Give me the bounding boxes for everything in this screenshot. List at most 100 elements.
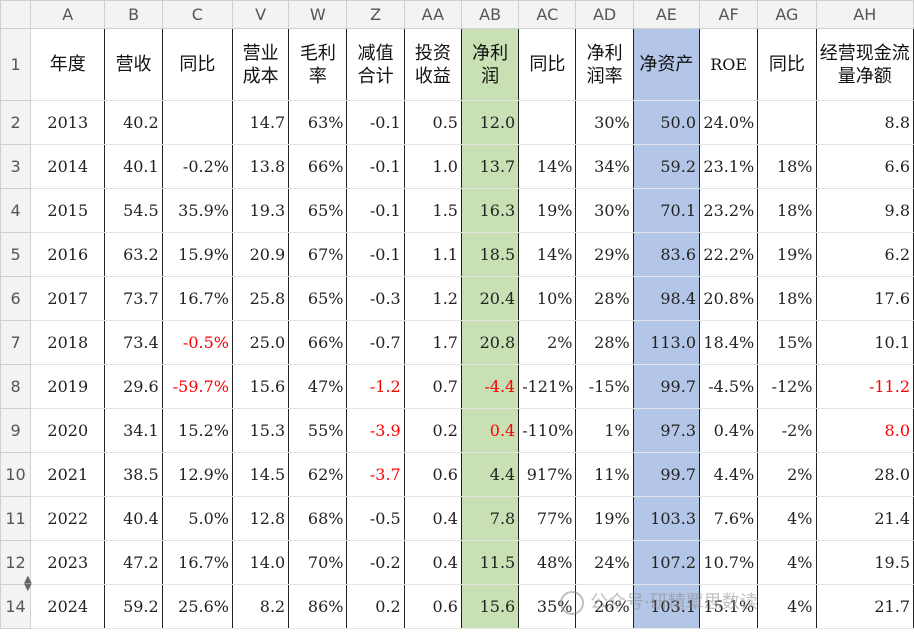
data-cell[interactable]: 1.2 bbox=[403, 276, 462, 321]
data-cell[interactable]: 1.5 bbox=[403, 188, 462, 233]
data-cell[interactable]: 70% bbox=[288, 540, 348, 585]
data-cell[interactable]: 73.7 bbox=[104, 276, 163, 321]
header-cell[interactable]: 营收 bbox=[104, 28, 163, 101]
data-cell[interactable]: 19% bbox=[757, 232, 817, 277]
data-cell[interactable]: 86% bbox=[288, 584, 348, 629]
data-cell[interactable]: 917% bbox=[518, 452, 577, 497]
data-cell[interactable]: 16.7% bbox=[161, 540, 233, 585]
data-cell[interactable]: 66% bbox=[288, 320, 348, 365]
data-cell[interactable]: 25.8 bbox=[231, 276, 290, 321]
data-cell[interactable]: 23.1% bbox=[698, 144, 759, 189]
data-cell[interactable]: 5.0% bbox=[161, 496, 233, 541]
data-cell[interactable]: 20.4 bbox=[460, 276, 520, 321]
data-cell[interactable]: 16.7% bbox=[161, 276, 233, 321]
data-cell[interactable]: 20.8% bbox=[698, 276, 759, 321]
data-cell[interactable]: 0.2 bbox=[346, 584, 405, 629]
header-cell[interactable]: 经营现金流量净额 bbox=[815, 28, 914, 101]
data-cell[interactable]: 12.0 bbox=[460, 100, 520, 145]
row-number[interactable]: 9 bbox=[0, 408, 32, 453]
data-cell[interactable]: -0.1 bbox=[346, 232, 405, 277]
data-cell[interactable]: 1.7 bbox=[403, 320, 462, 365]
data-cell[interactable]: 2021 bbox=[30, 452, 106, 497]
data-cell[interactable]: 18% bbox=[757, 144, 817, 189]
data-cell[interactable]: 59.2 bbox=[632, 144, 701, 189]
data-cell[interactable]: 67% bbox=[288, 232, 348, 277]
header-cell[interactable]: 净资产 bbox=[632, 28, 701, 101]
data-cell[interactable]: 55% bbox=[288, 408, 348, 453]
data-cell[interactable]: 0.4 bbox=[403, 496, 462, 541]
data-cell[interactable]: -0.7 bbox=[346, 320, 405, 365]
data-cell[interactable]: 113.0 bbox=[632, 320, 701, 365]
data-cell[interactable]: 1% bbox=[575, 408, 634, 453]
header-cell[interactable]: 减值合计 bbox=[346, 28, 405, 101]
data-cell[interactable]: -121% bbox=[518, 364, 577, 409]
data-cell[interactable]: 8.8 bbox=[815, 100, 914, 145]
data-cell[interactable]: 2023 bbox=[30, 540, 106, 585]
data-cell[interactable]: 2024 bbox=[30, 584, 106, 629]
header-cell[interactable]: 净利润率 bbox=[575, 28, 634, 101]
select-all-corner[interactable] bbox=[0, 0, 32, 29]
data-cell[interactable]: 99.7 bbox=[632, 364, 701, 409]
data-cell[interactable]: 47% bbox=[288, 364, 348, 409]
data-cell[interactable]: 15.3 bbox=[231, 408, 290, 453]
header-cell[interactable]: 营业成本 bbox=[231, 28, 290, 101]
data-cell[interactable]: 48% bbox=[518, 540, 577, 585]
header-cell[interactable]: 年度 bbox=[30, 28, 106, 101]
row-number[interactable]: 6 bbox=[0, 276, 32, 321]
data-cell[interactable]: 12.8 bbox=[231, 496, 290, 541]
data-cell[interactable]: -0.1 bbox=[346, 188, 405, 233]
column-header-ad[interactable]: AD bbox=[575, 0, 634, 29]
data-cell[interactable]: -2% bbox=[757, 408, 817, 453]
data-cell[interactable]: 15.2% bbox=[161, 408, 233, 453]
header-cell[interactable]: ROE bbox=[698, 28, 759, 101]
data-cell[interactable]: -12% bbox=[757, 364, 817, 409]
data-cell[interactable]: 66% bbox=[288, 144, 348, 189]
data-cell[interactable]: 59.2 bbox=[104, 584, 163, 629]
data-cell[interactable]: -0.5% bbox=[161, 320, 233, 365]
data-cell[interactable]: 13.8 bbox=[231, 144, 290, 189]
data-cell[interactable]: 14.7 bbox=[231, 100, 290, 145]
data-cell[interactable]: 29.6 bbox=[104, 364, 163, 409]
data-cell[interactable]: 11% bbox=[575, 452, 634, 497]
data-cell[interactable]: 0.7 bbox=[403, 364, 462, 409]
data-cell[interactable]: 73.4 bbox=[104, 320, 163, 365]
data-cell[interactable]: 0.4 bbox=[460, 408, 520, 453]
data-cell[interactable]: 0.4% bbox=[698, 408, 759, 453]
data-cell[interactable]: 0.2 bbox=[403, 408, 462, 453]
data-cell[interactable]: 17.6 bbox=[815, 276, 914, 321]
data-cell[interactable]: 77% bbox=[518, 496, 577, 541]
data-cell[interactable]: 15.1% bbox=[698, 584, 759, 629]
data-cell[interactable]: -0.2 bbox=[346, 540, 405, 585]
data-cell[interactable]: 15.6 bbox=[231, 364, 290, 409]
data-cell[interactable]: 99.7 bbox=[632, 452, 701, 497]
data-cell[interactable]: 22.2% bbox=[698, 232, 759, 277]
data-cell[interactable]: 2014 bbox=[30, 144, 106, 189]
data-cell[interactable]: 68% bbox=[288, 496, 348, 541]
data-cell[interactable]: 54.5 bbox=[104, 188, 163, 233]
data-cell[interactable]: 0.6 bbox=[403, 584, 462, 629]
data-cell[interactable]: 97.3 bbox=[632, 408, 701, 453]
data-cell[interactable]: 20.9 bbox=[231, 232, 290, 277]
data-cell[interactable]: 50.0 bbox=[632, 100, 701, 145]
row-number[interactable]: 5 bbox=[0, 232, 32, 277]
data-cell[interactable]: 21.7 bbox=[815, 584, 914, 629]
data-cell[interactable]: 107.2 bbox=[632, 540, 701, 585]
data-cell[interactable]: -15% bbox=[575, 364, 634, 409]
column-header-c[interactable]: C bbox=[161, 0, 233, 29]
row-number[interactable]: 11 bbox=[0, 496, 32, 541]
row-number[interactable]: 7 bbox=[0, 320, 32, 365]
data-cell[interactable]: 2015 bbox=[30, 188, 106, 233]
data-cell[interactable]: 6.6 bbox=[815, 144, 914, 189]
column-header-af[interactable]: AF bbox=[698, 0, 759, 29]
row-number[interactable]: 2 bbox=[0, 100, 32, 145]
data-cell[interactable]: 2013 bbox=[30, 100, 106, 145]
data-cell[interactable]: 19% bbox=[518, 188, 577, 233]
data-cell[interactable]: 7.6% bbox=[698, 496, 759, 541]
data-cell[interactable]: -4.4 bbox=[460, 364, 520, 409]
data-cell[interactable]: 1.1 bbox=[403, 232, 462, 277]
data-cell[interactable]: 40.1 bbox=[104, 144, 163, 189]
data-cell[interactable]: 34% bbox=[575, 144, 634, 189]
data-cell[interactable]: 14.0 bbox=[231, 540, 290, 585]
column-header-w[interactable]: W bbox=[288, 0, 348, 29]
data-cell[interactable]: -0.3 bbox=[346, 276, 405, 321]
